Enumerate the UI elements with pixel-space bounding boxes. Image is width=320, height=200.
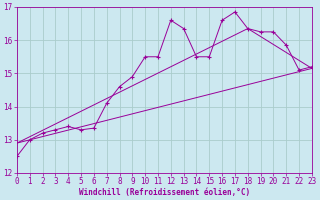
X-axis label: Windchill (Refroidissement éolien,°C): Windchill (Refroidissement éolien,°C): [79, 188, 250, 197]
